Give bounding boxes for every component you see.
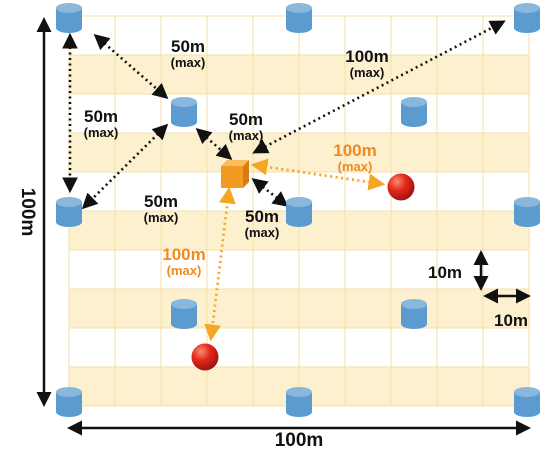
blue-cylinder-icon xyxy=(56,3,82,33)
range-label-lower-left-50: 50m xyxy=(144,192,178,211)
labels: 100m 100m 10m 10m 50m (max) 50m (max) 50… xyxy=(17,37,528,451)
range-label-orange-down-100-max: (max) xyxy=(167,263,202,278)
range-arrow-cube-to-lower-anchor xyxy=(251,178,289,207)
range-label-top-right-100: 100m xyxy=(345,47,388,66)
blue-cylinder-icon xyxy=(514,197,540,227)
range-arrows xyxy=(62,20,506,342)
range-label-orange-down-100: 100m xyxy=(162,245,205,264)
blue-cylinder-icon xyxy=(171,97,197,127)
range-label-lower-right-50-max: (max) xyxy=(245,225,280,240)
range-arrow-top-left-to-anchor xyxy=(93,33,169,100)
range-label-lower-right-50: 50m xyxy=(245,207,279,226)
range-label-top-right-100-max: (max) xyxy=(350,65,385,80)
blue-cylinder-icon xyxy=(286,197,312,227)
blue-cylinder-icon xyxy=(171,299,197,329)
blue-cylinder-icon xyxy=(286,387,312,417)
height-label: 100m xyxy=(17,188,38,237)
blue-cylinder-icon xyxy=(56,197,82,227)
width-label: 100m xyxy=(275,430,324,451)
blue-cylinder-icon xyxy=(401,97,427,127)
blue-cylinder-icon xyxy=(514,387,540,417)
range-label-orange-right-100-max: (max) xyxy=(338,159,373,174)
red-ball-icon xyxy=(387,173,415,201)
range-label-top-50-max: (max) xyxy=(171,55,206,70)
range-label-lower-left-50-max: (max) xyxy=(144,210,179,225)
cell-width-label: 10m xyxy=(494,311,528,330)
anchor-nodes xyxy=(56,3,540,417)
range-label-left-50-max: (max) xyxy=(84,125,119,140)
range-label-left-50: 50m xyxy=(84,107,118,126)
blue-cylinder-icon xyxy=(514,3,540,33)
range-label-top-50: 50m xyxy=(171,37,205,56)
range-label-orange-right-100: 100m xyxy=(333,141,376,160)
blue-cylinder-icon xyxy=(401,299,427,329)
dimension-arrows xyxy=(36,17,531,436)
range-label-center-50-max: (max) xyxy=(229,128,264,143)
blue-cylinder-icon xyxy=(56,387,82,417)
cell-height-label: 10m xyxy=(428,263,462,282)
orange-cube-icon xyxy=(221,160,249,188)
range-label-center-50: 50m xyxy=(229,110,263,129)
blue-cylinder-icon xyxy=(286,3,312,33)
red-ball-icon xyxy=(191,343,219,371)
range-arrow-anchor-to-cube xyxy=(195,127,233,161)
